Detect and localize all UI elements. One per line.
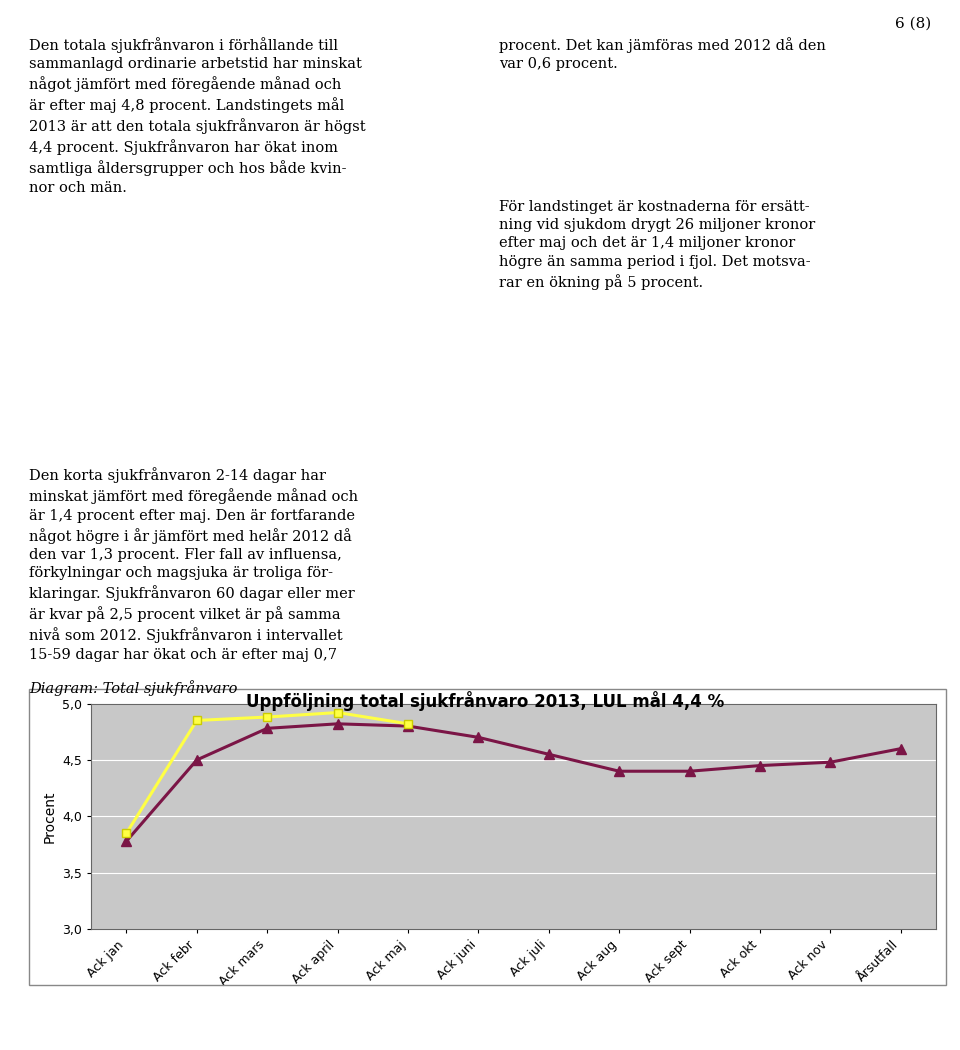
År 2012 <box>191 754 203 766</box>
År 2012 <box>895 742 906 755</box>
År 2012 <box>543 748 555 760</box>
År 2013 <box>191 714 203 727</box>
År 2013 <box>332 707 344 719</box>
År 2013 <box>121 827 132 840</box>
Text: För landstinget är kostnaderna för ersätt-
ning vid sjukdom drygt 26 miljoner kr: För landstinget är kostnaderna för ersät… <box>499 200 815 290</box>
År 2012 <box>684 764 695 777</box>
År 2012 <box>121 835 132 847</box>
År 2012 <box>261 722 273 735</box>
Line: År 2013: År 2013 <box>122 709 412 838</box>
Text: procent. Det kan jämföras med 2012 då den
var 0,6 procent.: procent. Det kan jämföras med 2012 då de… <box>499 37 826 71</box>
År 2012 <box>825 756 836 769</box>
År 2013 <box>261 711 273 723</box>
Line: År 2012: År 2012 <box>122 719 905 846</box>
Text: 6 (8): 6 (8) <box>895 17 931 30</box>
År 2013 <box>402 717 414 730</box>
Y-axis label: Procent: Procent <box>42 790 57 842</box>
År 2012 <box>402 720 414 733</box>
Text: Den korta sjukfrånvaron 2-14 dagar har
minskat jämfört med föregående månad och
: Den korta sjukfrånvaron 2-14 dagar har m… <box>29 467 358 662</box>
År 2012 <box>613 764 625 777</box>
Text: Uppföljning total sjukfrånvaro 2013, LUL mål 4,4 %: Uppföljning total sjukfrånvaro 2013, LUL… <box>246 691 724 711</box>
Text: Den totala sjukfrånvaron i förhållande till
sammanlagd ordinarie arbetstid har m: Den totala sjukfrånvaron i förhållande t… <box>29 37 366 194</box>
Text: Diagram: Total sjukfrånvaro: Diagram: Total sjukfrånvaro <box>29 680 237 696</box>
År 2012 <box>332 717 344 730</box>
År 2012 <box>472 731 484 743</box>
År 2012 <box>755 759 766 772</box>
